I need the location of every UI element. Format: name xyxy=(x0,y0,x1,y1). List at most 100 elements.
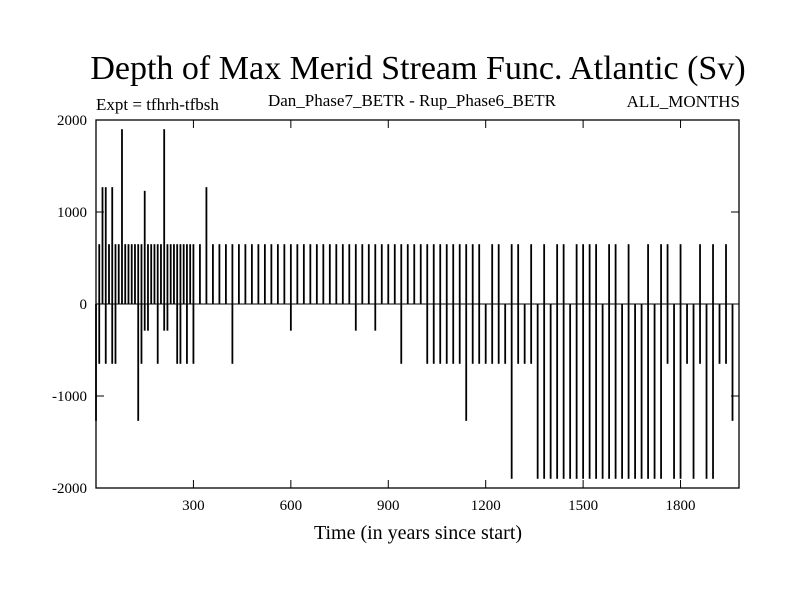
x-tick-label: 300 xyxy=(182,498,205,514)
data-point xyxy=(627,244,630,479)
data-point xyxy=(309,244,312,304)
data-point xyxy=(692,304,695,479)
x-tick-label: 1200 xyxy=(471,498,501,514)
chart-title: Depth of Max Merid Stream Func. Atlantic… xyxy=(90,50,745,87)
data-point xyxy=(556,244,559,479)
subtitle-center: Dan_Phase7_BETR - Rup_Phase6_BETR xyxy=(268,91,557,110)
data-point xyxy=(712,244,714,479)
data-point xyxy=(263,244,266,304)
data-point xyxy=(166,244,169,331)
data-point xyxy=(143,190,146,331)
data-point xyxy=(117,244,120,304)
data-point xyxy=(270,244,273,304)
x-tick-label: 600 xyxy=(280,498,303,514)
data-point xyxy=(257,244,260,304)
y-tick-label: 2000 xyxy=(57,113,87,129)
data-point xyxy=(315,244,318,304)
data-point xyxy=(354,244,357,331)
data-point xyxy=(276,244,279,304)
plot-area xyxy=(95,129,739,479)
x-tick-label: 1500 xyxy=(568,498,598,514)
data-point xyxy=(111,187,114,364)
data-point xyxy=(160,244,162,304)
data-point xyxy=(341,244,344,304)
data-point xyxy=(523,304,526,364)
data-point xyxy=(108,244,110,304)
data-point xyxy=(686,304,688,364)
data-point xyxy=(244,244,247,304)
data-point xyxy=(595,244,598,479)
data-point xyxy=(147,244,149,331)
subtitle-left: Expt = tfhrh-tfbsh xyxy=(96,95,219,114)
data-point xyxy=(582,244,585,479)
data-point xyxy=(130,244,133,304)
data-point xyxy=(283,244,286,304)
data-point xyxy=(621,304,623,479)
data-point xyxy=(361,244,364,304)
data-point xyxy=(718,304,721,364)
data-point xyxy=(367,244,370,304)
data-point xyxy=(238,244,240,304)
y-tick-label: -1000 xyxy=(52,389,87,405)
data-point xyxy=(393,244,396,304)
data-point xyxy=(575,244,578,479)
data-point xyxy=(199,244,201,304)
data-point xyxy=(322,244,325,304)
data-point xyxy=(705,304,708,479)
data-point xyxy=(653,304,656,479)
data-point xyxy=(543,244,546,479)
x-tick-label: 900 xyxy=(377,498,400,514)
y-tick-label: 0 xyxy=(80,297,88,313)
data-point xyxy=(225,244,227,304)
data-point xyxy=(289,244,292,331)
data-point xyxy=(374,244,377,331)
data-point xyxy=(562,244,565,479)
data-point xyxy=(465,244,468,421)
data-point xyxy=(124,244,127,304)
data-point xyxy=(640,304,643,479)
data-point xyxy=(250,244,253,304)
data-point xyxy=(387,244,390,304)
data-point xyxy=(101,187,104,304)
data-point xyxy=(296,244,299,304)
data-point xyxy=(679,244,682,479)
data-point xyxy=(634,304,636,479)
data-point xyxy=(137,244,140,421)
data-point xyxy=(189,244,192,304)
data-point xyxy=(614,244,617,479)
data-point xyxy=(504,304,507,364)
data-point xyxy=(647,244,649,479)
data-point xyxy=(608,244,610,479)
y-tick-label: -2000 xyxy=(52,481,87,497)
data-point xyxy=(549,304,552,479)
data-point xyxy=(173,244,175,304)
data-point xyxy=(673,304,675,479)
data-point xyxy=(536,304,539,479)
data-point xyxy=(380,244,383,304)
data-point xyxy=(731,304,734,421)
data-point xyxy=(104,187,107,364)
data-point xyxy=(169,244,172,304)
data-point xyxy=(406,244,409,304)
data-point xyxy=(134,244,136,304)
data-point xyxy=(205,187,208,304)
data-point xyxy=(335,244,338,304)
data-point xyxy=(328,244,331,304)
data-point xyxy=(121,129,123,304)
data-point xyxy=(212,244,214,304)
data-point xyxy=(601,304,604,479)
x-tick-label: 1800 xyxy=(666,498,696,514)
data-point xyxy=(182,244,185,304)
data-point xyxy=(569,304,572,479)
data-point xyxy=(413,244,416,304)
data-point xyxy=(510,244,513,479)
y-tick-label: 1000 xyxy=(57,205,87,221)
data-point xyxy=(348,244,351,304)
subtitle-right: ALL_MONTHS xyxy=(627,92,740,111)
data-point xyxy=(218,244,221,304)
data-point xyxy=(163,129,166,331)
data-point xyxy=(419,244,422,304)
data-point xyxy=(302,244,305,304)
data-point xyxy=(588,244,591,479)
